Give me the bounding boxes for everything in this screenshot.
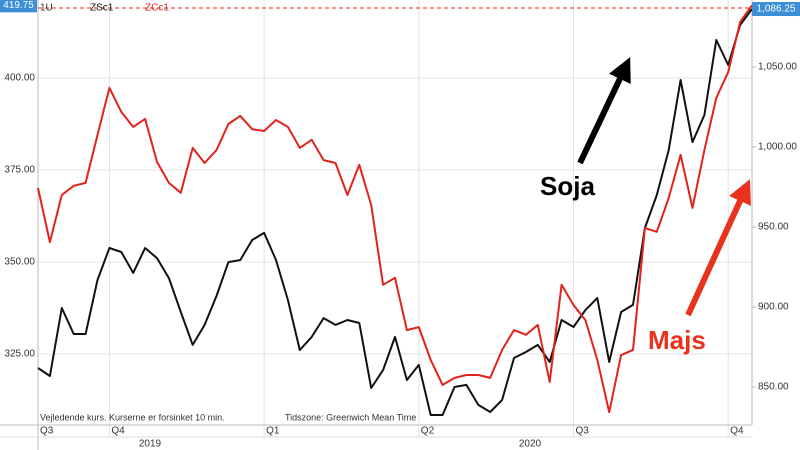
y2-tick-label: 950.00 [758,222,789,233]
last-value-label: 1,086.25 [757,4,796,15]
annotation: Majs [648,325,706,355]
y2-tick-label: 1,050.00 [758,62,797,73]
y2-tick-label: 900.00 [758,302,789,313]
y-tick-label: 375.00 [4,165,35,176]
year-label: 2020 [519,439,542,450]
last-value-box [752,2,800,17]
legend-prefix: 1U [40,3,53,14]
arrow [685,179,751,317]
x-tick-label: Q3 [576,426,590,437]
year-label: 2019 [139,439,162,450]
y-tick-label: 400.00 [4,73,35,84]
x-tick-label: Q2 [421,426,435,437]
timezone-note: Tidszone: Greenwich Mean Time [285,412,416,422]
series-line [37,4,753,414]
x-tick-label: Q4 [730,426,744,437]
series-line [37,8,753,416]
y2-tick-label: 1,000.00 [758,142,797,153]
arrow [577,57,631,165]
legend-entry: ZCc1 [145,3,169,14]
y2-tick-label: 850.00 [758,382,789,393]
x-tick-label: Q3 [40,426,54,437]
y-tick-label: 350.00 [4,257,35,268]
last-value-box [0,0,37,13]
legend-entry: ZSc1 [90,3,114,14]
y-tick-label: 325.00 [4,349,35,360]
last-value-label: 419.75 [3,0,34,11]
x-tick-label: Q4 [111,426,125,437]
annotation: Soja [540,171,595,201]
x-tick-label: Q1 [266,426,280,437]
footnote: Vejledende kurs. Kurserne er forsinket 1… [40,412,225,422]
